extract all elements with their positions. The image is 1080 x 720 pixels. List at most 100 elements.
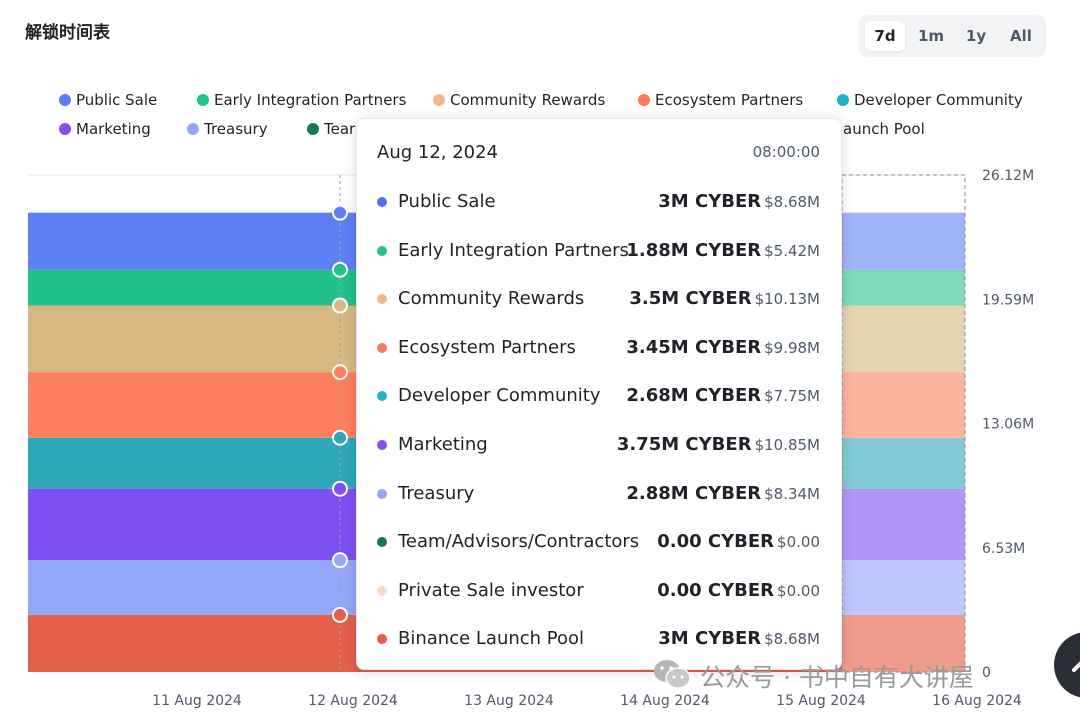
- tooltip-values: 0.00 CYBER $0.00: [657, 529, 820, 555]
- tooltip-values: 2.88M CYBER $8.34M: [626, 481, 820, 507]
- tooltip-row: Developer Community 2.68M CYBER $7.75M: [377, 383, 820, 409]
- hover-marker: [332, 606, 348, 623]
- series-dot: [377, 342, 387, 353]
- area-band-highlight: [842, 560, 965, 615]
- tooltip-values: 1.88M CYBER $5.42M: [626, 238, 820, 264]
- tooltip-series-name: Private Sale investor: [398, 579, 584, 601]
- tooltip-usd: $8.68M: [764, 630, 820, 649]
- tooltip-values: 3M CYBER $8.68M: [658, 189, 820, 215]
- tooltip-usd: $8.34M: [764, 484, 820, 503]
- area-band-highlight: [842, 269, 965, 306]
- tooltip-series-name: Early Integration Partners: [398, 239, 629, 261]
- tooltip-amount: 3M CYBER: [658, 628, 762, 650]
- area-band-highlight: [842, 212, 965, 270]
- tooltip-series-name: Developer Community: [398, 385, 601, 407]
- legend-swatch: [638, 94, 650, 106]
- legend-swatch: [59, 94, 71, 106]
- tooltip-time: 08:00:00: [752, 143, 820, 161]
- tooltip-amount: 2.88M CYBER: [626, 482, 762, 504]
- tooltip-row: Marketing 3.75M CYBER $10.85M: [377, 432, 820, 458]
- x-tick-label: 14 Aug 2024: [620, 693, 710, 709]
- tooltip-usd: $10.13M: [754, 290, 820, 309]
- hover-marker: [332, 204, 348, 221]
- tooltip-usd: $0.00: [777, 581, 820, 600]
- series-dot: [377, 488, 387, 499]
- range-all-button[interactable]: All: [1010, 27, 1032, 45]
- legend-label: Tear: [324, 120, 356, 138]
- series-dot: [377, 537, 387, 548]
- page-title: 解锁时间表: [25, 23, 110, 43]
- tooltip-row: Ecosystem Partners 3.45M CYBER $9.98M: [377, 335, 820, 361]
- wechat-icon: [652, 658, 692, 700]
- tooltip-row: Team/Advisors/Contractors 0.00 CYBER $0.00: [377, 529, 820, 555]
- legend-team-advisors-contractors[interactable]: Tear: [307, 119, 355, 139]
- legend-community-rewards[interactable]: Community Rewards: [433, 90, 605, 110]
- legend-binance-launch-pool[interactable]: aunch Pool: [843, 119, 925, 139]
- tooltip-usd: $10.85M: [754, 436, 820, 454]
- legend-label: Community Rewards: [450, 91, 606, 109]
- area-band-highlight: [842, 372, 965, 438]
- tooltip-series-name: Public Sale: [398, 191, 496, 212]
- legend-label: Developer Community: [854, 91, 1023, 109]
- legend-ecosystem-partners[interactable]: Ecosystem Partners: [638, 90, 803, 110]
- tooltip-amount: 3.45M CYBER: [626, 336, 762, 358]
- tooltip-amount: 3.5M CYBER: [629, 288, 752, 310]
- x-tick-label: 13 Aug 2024: [464, 693, 554, 709]
- range-1y-button[interactable]: 1y: [965, 27, 987, 45]
- area-band-highlight: [842, 614, 965, 672]
- series-dot: [377, 391, 387, 402]
- series-dot: [377, 245, 387, 256]
- y-tick-label: 26.12M: [982, 168, 1034, 184]
- hover-marker: [332, 364, 348, 381]
- legend-swatch: [197, 94, 209, 106]
- hover-marker: [332, 480, 348, 497]
- x-tick-label: 15 Aug 2024: [776, 693, 866, 709]
- legend-public-sale[interactable]: Public Sale: [59, 90, 157, 110]
- tooltip-series-name: Treasury: [398, 482, 475, 504]
- y-tick-label: 6.53M: [982, 541, 1025, 557]
- tooltip-series-name: Binance Launch Pool: [398, 628, 585, 650]
- tooltip-usd: $5.42M: [764, 241, 820, 260]
- legend-swatch: [433, 94, 445, 106]
- tooltip-values: 2.68M CYBER $7.75M: [626, 383, 820, 409]
- tooltip-series-name: Team/Advisors/Contractors: [398, 531, 640, 553]
- tooltip-usd: $7.75M: [764, 387, 820, 406]
- scroll-to-top-button[interactable]: [1054, 632, 1080, 698]
- tooltip-values: 3.75M CYBER $10.85M: [617, 432, 820, 458]
- legend-treasury[interactable]: Treasury: [187, 119, 268, 139]
- selection-outline: [841, 174, 966, 673]
- watermark-text: 公众号 · 书中自有大讲屋: [700, 663, 974, 692]
- legend-swatch: [307, 123, 319, 135]
- tooltip-row: Community Rewards 3.5M CYBER $10.13M: [377, 286, 820, 312]
- x-tick-label: 12 Aug 2024: [308, 693, 398, 709]
- tooltip-amount: 2.68M CYBER: [626, 385, 762, 407]
- tooltip-usd: $9.98M: [764, 338, 820, 357]
- legend-label: Public Sale: [76, 91, 158, 109]
- time-range-selector: 7d 1m 1y All: [859, 15, 1046, 57]
- legend-label: aunch Pool: [843, 120, 925, 138]
- area-band-highlight: [842, 488, 965, 561]
- legend-swatch: [59, 123, 71, 135]
- tooltip-row: Private Sale investor 0.00 CYBER $0.00: [377, 578, 820, 604]
- series-dot: [377, 440, 387, 450]
- area-band-highlight: [842, 305, 965, 373]
- legend-label: Treasury: [204, 120, 268, 138]
- series-dot: [377, 634, 387, 645]
- tooltip-values: 3.45M CYBER $9.98M: [626, 335, 820, 361]
- legend-early-integration-partners[interactable]: Early Integration Partners: [197, 90, 406, 110]
- range-1m-button[interactable]: 1m: [917, 27, 945, 45]
- legend-swatch: [187, 123, 199, 135]
- tooltip-amount: 1.88M CYBER: [626, 239, 762, 261]
- tooltip-series-name: Marketing: [398, 434, 488, 455]
- watermark: 公众号 · 书中自有大讲屋: [652, 658, 974, 694]
- range-7d-button[interactable]: 7d: [865, 21, 905, 51]
- area-band-highlight: [842, 437, 965, 489]
- chart-tooltip: Aug 12, 2024 08:00:00 Public Sale 3M CYBE…: [356, 118, 842, 670]
- tooltip-row: Early Integration Partners 1.88M CYBER $5.…: [377, 238, 820, 264]
- chevron-up-icon: [1072, 661, 1080, 672]
- tooltip-values: 3M CYBER $8.68M: [658, 626, 820, 652]
- tooltip-date: Aug 12, 2024: [377, 142, 499, 163]
- legend-developer-community[interactable]: Developer Community: [837, 90, 1023, 110]
- tooltip-amount: 3.75M CYBER: [616, 434, 752, 455]
- legend-marketing[interactable]: Marketing: [59, 119, 151, 139]
